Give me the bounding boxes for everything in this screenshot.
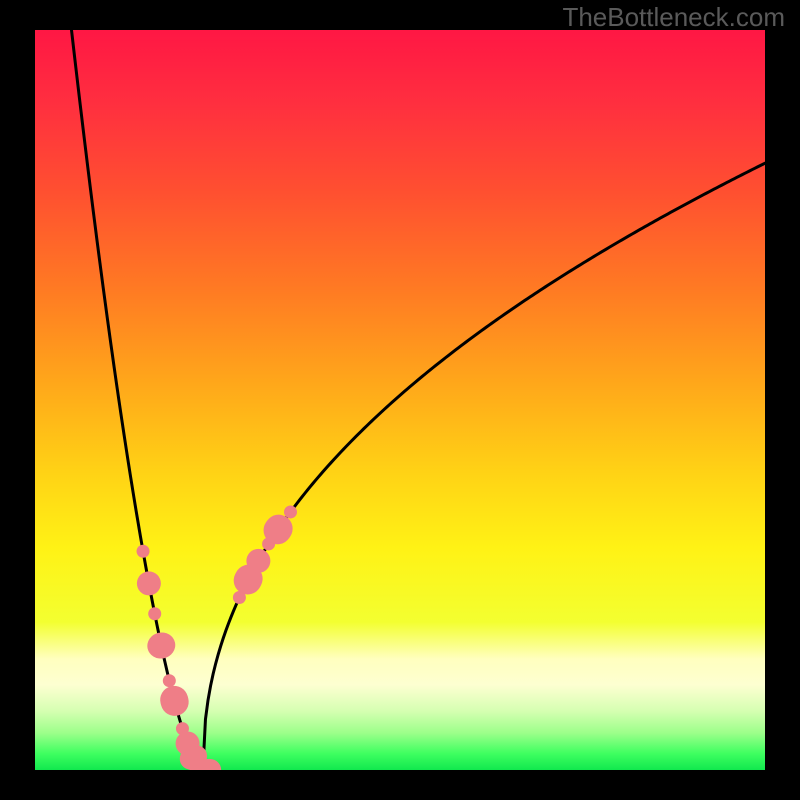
watermark-text: TheBottleneck.com [562,2,785,33]
curve-marker [246,549,270,573]
curve-marker [137,571,161,595]
curve-marker [137,545,150,558]
curve-marker [163,674,176,687]
gradient-background [35,30,765,770]
plot-area [35,30,765,770]
stage: TheBottleneck.com [0,0,800,800]
curve-marker [284,505,297,518]
curve-marker [148,607,161,620]
plot-svg [35,30,765,770]
